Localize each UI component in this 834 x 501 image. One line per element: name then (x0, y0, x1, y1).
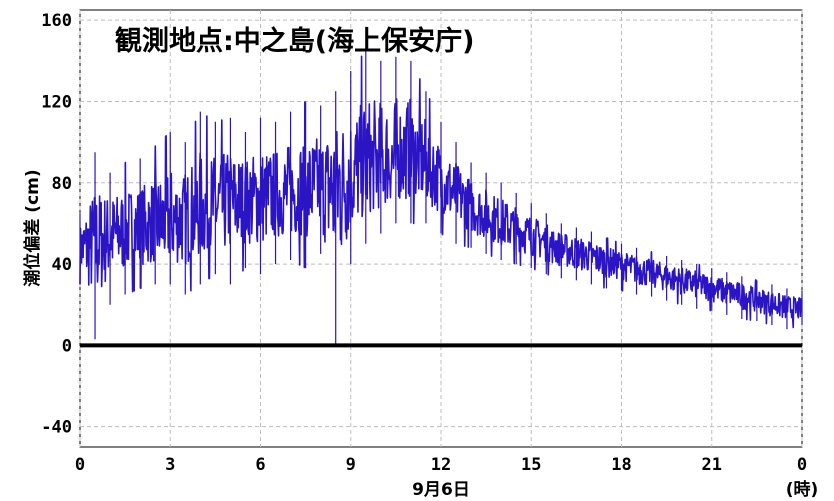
chart-title: 観測地点:中之島(海上保安庁) (115, 25, 474, 57)
x-axis-unit: (時) (786, 479, 819, 500)
x-tick-label: 21 (702, 455, 722, 475)
y-tick-label: 0 (62, 336, 72, 356)
x-tick-labels: 0 3 6 9 12 15 18 21 0 (75, 455, 807, 475)
x-tick-label: 6 (255, 455, 265, 475)
y-tick-label: 80 (52, 174, 72, 194)
x-tick-label: 15 (521, 455, 541, 475)
y-tick-label: 120 (41, 92, 72, 112)
series-layer (79, 50, 803, 346)
x-tick-label: 0 (797, 455, 807, 475)
y-tick-labels: -40 0 40 80 120 160 (41, 11, 72, 438)
x-axis-label: 9月6日 (412, 480, 470, 500)
y-tick-label: 40 (52, 255, 72, 275)
x-tick-label: 0 (75, 455, 85, 475)
y-axis-label: 潮位偏差 (cm) (22, 169, 43, 286)
x-tick-label: 12 (431, 455, 451, 475)
x-tick-label: 3 (165, 455, 175, 475)
x-tick-label: 9 (346, 455, 356, 475)
y-tick-label: -40 (41, 418, 72, 438)
x-tick-label: 18 (611, 455, 631, 475)
y-tick-label: 160 (41, 11, 72, 31)
